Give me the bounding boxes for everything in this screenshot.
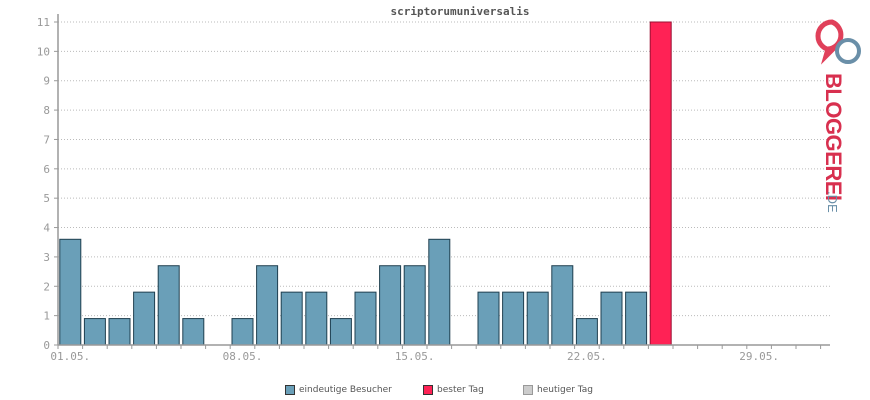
y-axis-ticks: 0 1 2 3 4 5 6 7 8 9 10 11 xyxy=(37,16,58,352)
bar xyxy=(231,318,254,346)
bar xyxy=(477,291,500,346)
bar xyxy=(256,265,279,346)
bar xyxy=(379,265,402,346)
bar xyxy=(280,291,303,346)
legend-swatch-visitors xyxy=(285,385,295,395)
bloggerei-logo: BLOGGEREI .DE xyxy=(815,19,861,213)
x-tick-label: 15.05. xyxy=(395,350,435,363)
bar xyxy=(182,318,205,346)
y-tick-label: 10 xyxy=(37,45,50,58)
bar xyxy=(551,265,574,346)
y-tick-label: 6 xyxy=(43,163,50,176)
best-day-bar xyxy=(649,21,672,346)
legend: eindeutige Besucher bester Tag heutiger … xyxy=(0,385,870,399)
bar xyxy=(403,265,426,346)
bar xyxy=(625,291,648,346)
legend-item-visitors: eindeutige Besucher xyxy=(285,385,392,395)
legend-label-visitors: eindeutige Besucher xyxy=(299,385,392,395)
bar xyxy=(428,238,451,346)
bar xyxy=(329,318,352,346)
y-tick-label: 4 xyxy=(43,222,50,235)
legend-item-today: heutiger Tag xyxy=(523,385,593,395)
y-tick-label: 9 xyxy=(43,75,50,88)
x-tick-label: 22.05. xyxy=(567,350,607,363)
bar xyxy=(575,318,598,346)
y-tick-label: 5 xyxy=(43,192,50,205)
legend-swatch-today xyxy=(523,385,533,395)
logo-wordmark: BLOGGEREI xyxy=(821,73,846,201)
chart-title: scriptorumuniversalis xyxy=(390,5,530,18)
bar xyxy=(83,318,106,346)
speech-bubbles-icon xyxy=(815,19,861,65)
x-tick-label: 01.05. xyxy=(50,350,90,363)
y-tick-label: 2 xyxy=(43,280,50,293)
legend-swatch-best-day xyxy=(423,385,433,395)
logo-suffix: .DE xyxy=(825,191,840,213)
bar xyxy=(526,291,549,346)
y-tick-label: 8 xyxy=(43,104,50,117)
y-tick-label: 3 xyxy=(43,251,50,264)
y-tick-label: 0 xyxy=(43,339,50,352)
x-axis-ticks: 01.05. 08.05. 15.05. 22.05. 29.05. xyxy=(50,345,822,363)
bar xyxy=(59,238,82,346)
bar xyxy=(600,291,623,346)
legend-label-today: heutiger Tag xyxy=(537,385,594,395)
legend-item-best-day: bester Tag xyxy=(423,385,484,395)
bar xyxy=(354,291,377,346)
x-tick-label: 29.05. xyxy=(739,350,779,363)
bar xyxy=(502,291,525,346)
bar xyxy=(157,265,180,346)
bar xyxy=(133,291,156,346)
bar xyxy=(108,318,131,346)
y-tick-label: 11 xyxy=(37,16,50,29)
bars xyxy=(59,21,672,346)
x-tick-label: 08.05. xyxy=(223,350,263,363)
bar xyxy=(305,291,328,346)
y-tick-label: 7 xyxy=(43,133,50,146)
y-tick-label: 1 xyxy=(43,310,50,323)
legend-label-best-day: bester Tag xyxy=(437,385,484,395)
axes xyxy=(57,14,830,346)
